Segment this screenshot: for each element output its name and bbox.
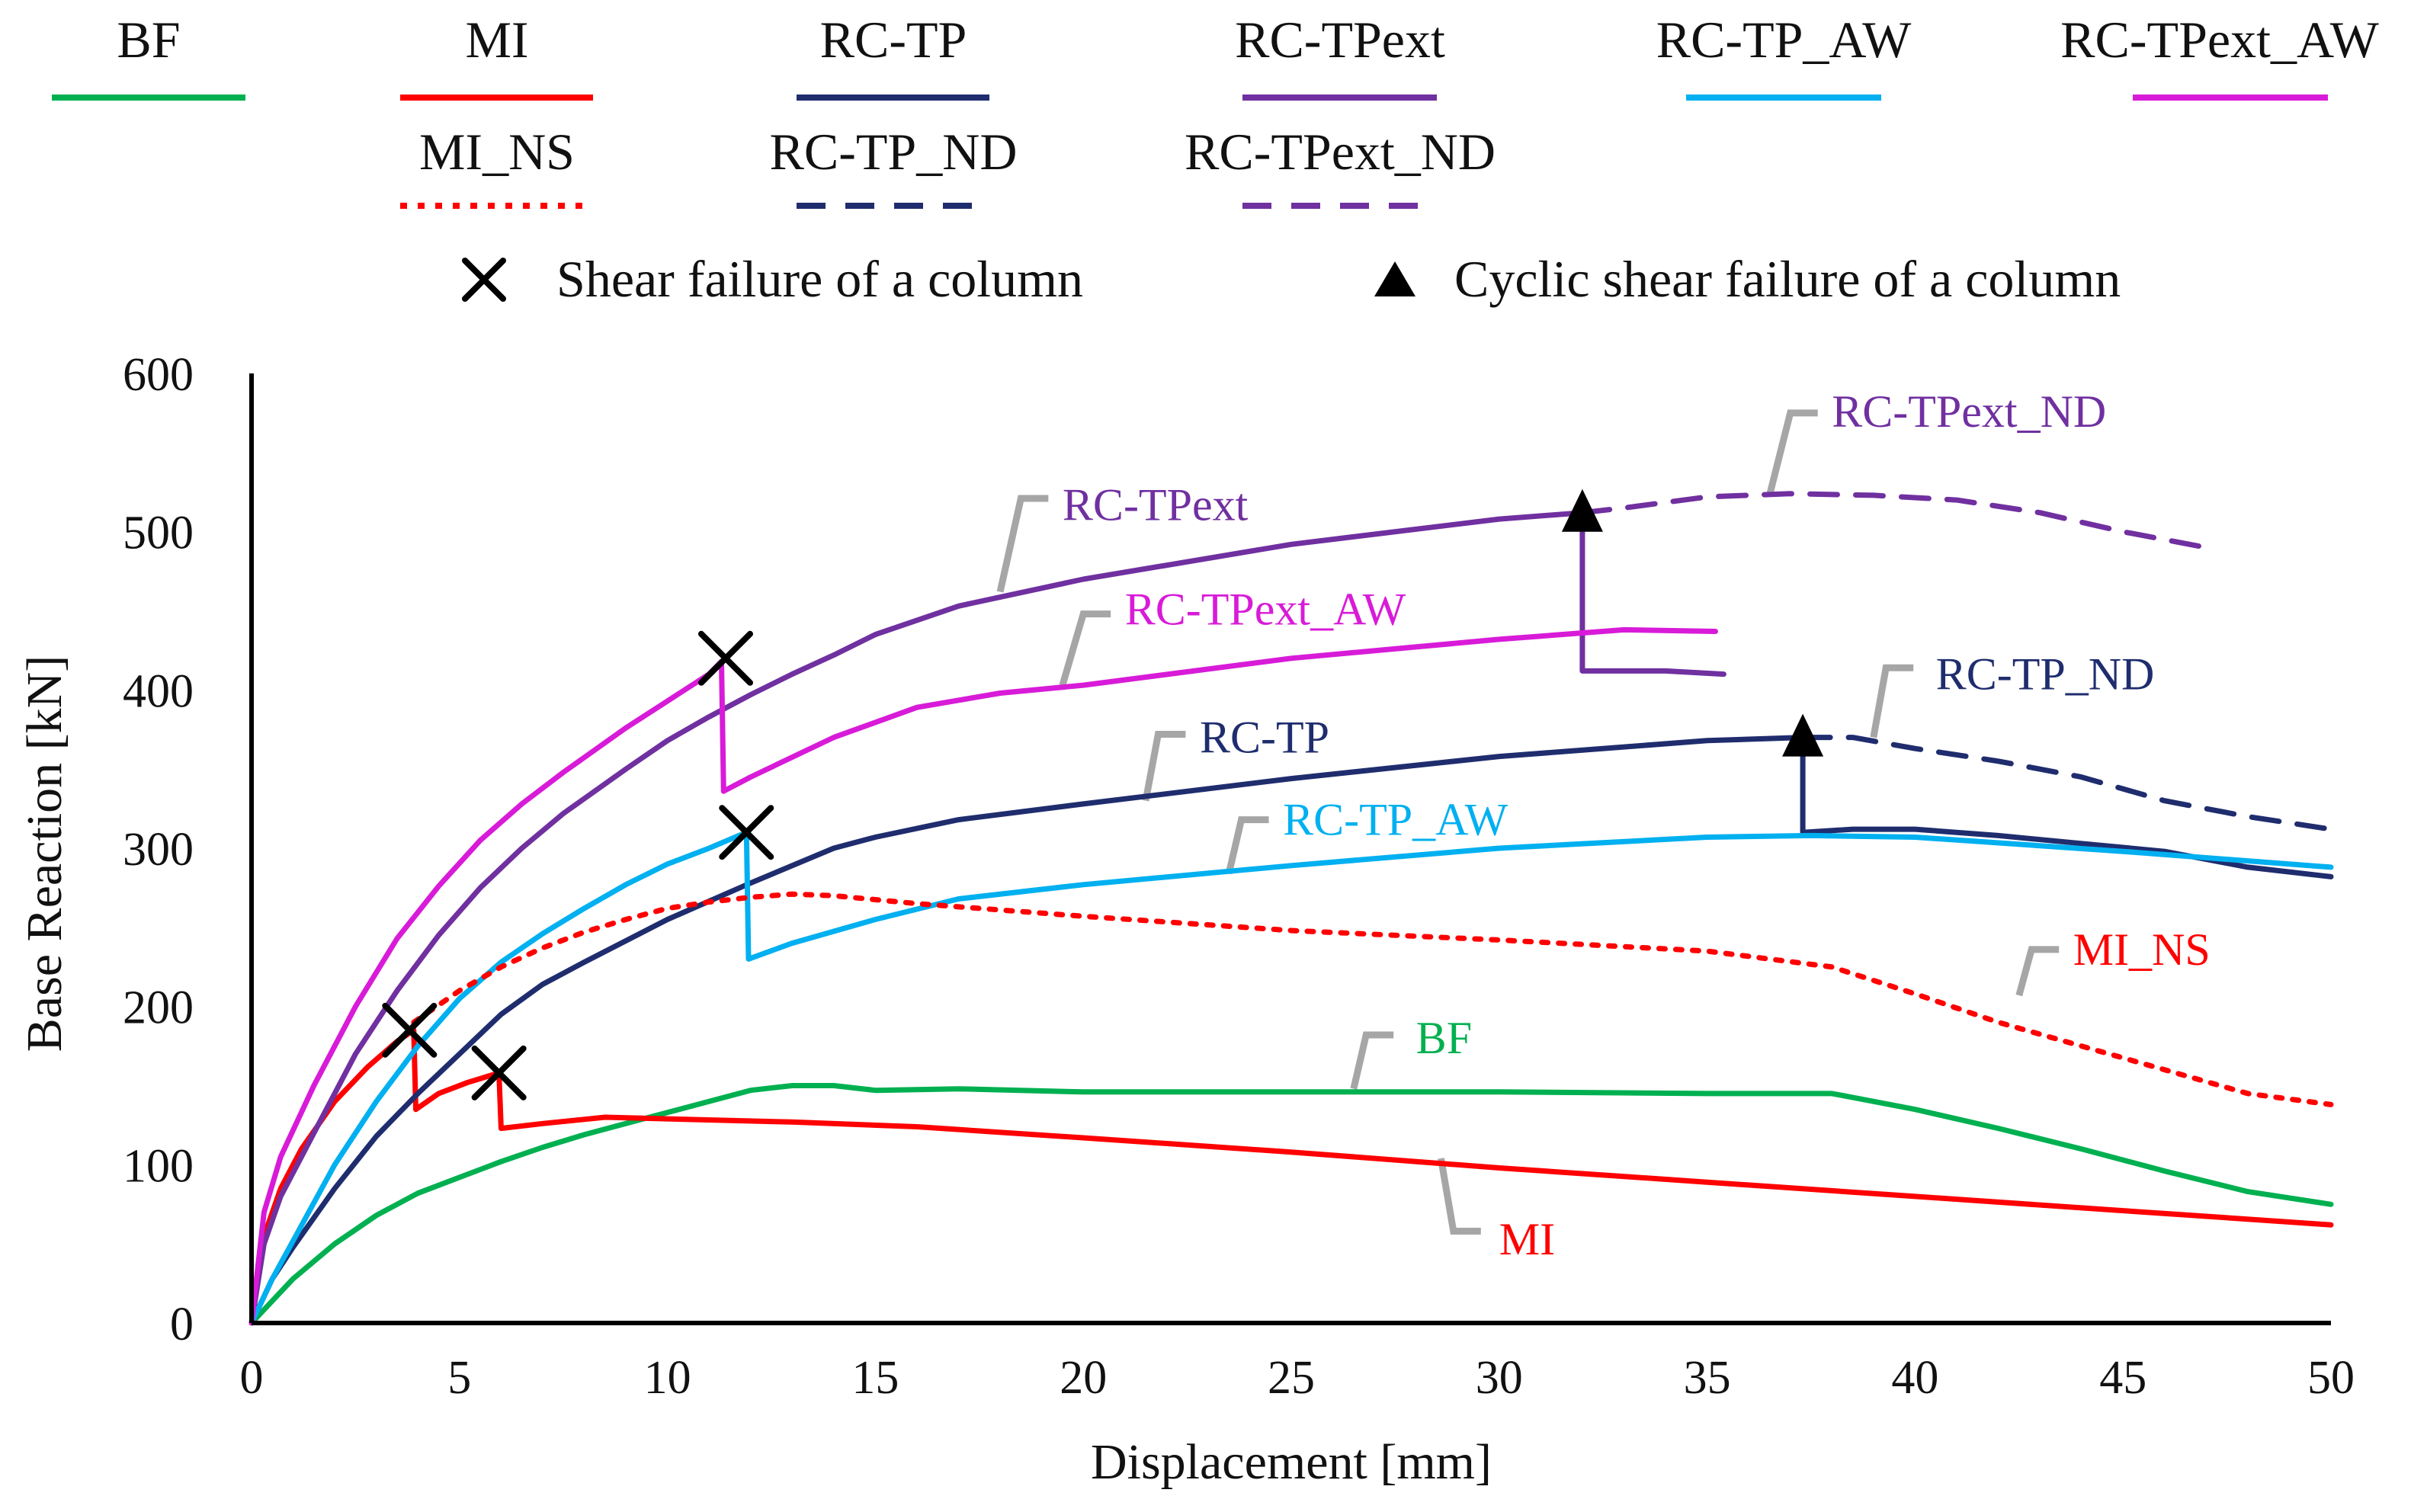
callout-rc-tp-aw: RC-TP_AW [1225,795,1508,875]
legend-label-mi: MI [465,11,528,69]
legend-label-rc-tpext: RC-TPext [1235,11,1445,69]
x-tick-label-35: 35 [1684,1352,1731,1404]
legend-item-mi: MI [400,11,593,101]
series-rc-tpext [248,510,1726,1326]
callout-rc-tp-nd: RC-TP_ND [1870,649,2155,738]
callout-label-mi: MI [1499,1214,1555,1264]
y-tick-label-200: 200 [123,982,194,1034]
x-tick-label-25: 25 [1268,1352,1315,1404]
series-bf [248,1083,2334,1326]
legend-label-bf: BF [117,11,180,69]
callouts: RC-TPext_ND RC-TPext RC-TPext_AW RC-TP_ND RC… [996,386,2211,1264]
x-tick-label-50: 50 [2307,1352,2355,1404]
callout-label-bf: BF [1416,1013,1472,1063]
y-tick-labels: 0 100 200 300 400 500 600 [123,349,194,1350]
callout-rc-tp: RC-TP [1142,713,1329,802]
callout-leader-rc-tp [1142,730,1186,802]
x-tick-label-15: 15 [851,1352,899,1404]
y-tick-label-600: 600 [123,349,194,401]
plot-area: RC-TPext_ND RC-TPext RC-TPext_AW RC-TP_ND RC… [17,349,2355,1490]
callout-leader-rc-tpext [996,495,1049,593]
y-axis-title: Base Reaction [kN] [17,655,72,1052]
x-tick-label-45: 45 [2099,1352,2146,1404]
callout-rc-tpext: RC-TPext [996,479,1249,593]
legend-label-rc-tp-aw: RC-TP_AW [1656,11,1912,69]
callout-rc-tpext-nd: RC-TPext_ND [1766,386,2106,497]
x-tick-label-30: 30 [1476,1352,1523,1404]
series-rc-tpext-aw [248,626,1718,1326]
x-tick-label-10: 10 [644,1352,691,1404]
x-tick-label-5: 5 [447,1352,471,1404]
cross-marker-icon [462,258,506,302]
legend-item-rc-tpext: RC-TPext [1235,11,1445,101]
legend-label-rc-tpext-aw: RC-TPext_AW [2060,11,2379,69]
series-rc-tp [248,735,2334,1326]
cyclic-failure-marker-6 [1782,713,1824,757]
legend-label-cyclic-shear-failure: Cyclic shear failure of a column [1454,250,2121,308]
x-tick-labels: 0 5 10 15 20 25 30 35 40 45 50 [240,1352,2355,1404]
x-axis-title: Displacement [mm] [1091,1434,1492,1490]
callout-mi: MI [1437,1158,1555,1264]
series-rc-tp-nd [1800,735,2334,832]
callout-leader-rc-tp-aw [1225,816,1269,875]
legend-marker-shear: Shear failure of a column [462,250,1083,308]
callout-label-rc-tpext-nd: RC-TPext_ND [1832,386,2106,437]
callout-leader-mi [1437,1158,1481,1235]
shear-failure-marker-2 [471,1045,527,1100]
y-tick-label-400: 400 [123,665,194,717]
callout-label-rc-tp-nd: RC-TP_ND [1936,649,2155,700]
series-rc-tpext-nd [1579,491,2209,550]
legend-item-bf: BF [52,11,245,101]
callout-leader-bf [1350,1031,1394,1090]
legend-item-rc-tpext-aw: RC-TPext_AW [2060,11,2380,101]
y-tick-label-0: 0 [170,1299,194,1350]
legend-item-rc-tp-aw: RC-TP_AW [1656,11,1912,101]
legend-item-mi-ns: MI_NS [400,123,593,209]
series-rc-tp-aw [248,829,2334,1326]
legend-item-rc-tpext-nd: RC-TPext_ND [1185,123,1496,209]
cyclic-failure-marker-5 [1561,489,1603,532]
legend-marker-cyclic: Cyclic shear failure of a column [1374,250,2121,308]
series-mi [248,1027,2334,1326]
y-tick-label-500: 500 [123,508,194,559]
series-layer [248,491,2334,1326]
shear-failure-marker-3 [697,630,753,686]
triangle-marker-icon [1374,261,1415,296]
failure-markers [382,489,1824,1100]
callout-leader-rc-tpext-nd [1766,409,1818,497]
callout-label-rc-tp-aw: RC-TP_AW [1283,795,1508,845]
callout-bf: BF [1350,1013,1472,1090]
callout-leader-rc-tp-nd [1870,664,1914,738]
x-tick-label-0: 0 [240,1352,264,1404]
callout-leader-mi-ns [2015,946,2060,997]
legend-label-rc-tp-nd: RC-TP_ND [770,123,1018,181]
legend-label-shear-failure: Shear failure of a column [556,250,1083,308]
legend-label-rc-tp: RC-TP [820,11,967,69]
y-tick-label-100: 100 [123,1140,194,1192]
callout-label-rc-tpext-aw: RC-TPext_AW [1125,584,1406,634]
callout-label-mi-ns: MI_NS [2073,924,2211,975]
callout-label-rc-tpext: RC-TPext [1063,479,1249,530]
y-tick-label-300: 300 [123,824,194,876]
x-tick-label-40: 40 [1891,1352,1938,1404]
callout-rc-tpext-aw: RC-TPext_AW [1059,584,1406,687]
legend-label-mi-ns: MI_NS [419,123,575,181]
x-tick-label-20: 20 [1060,1352,1107,1404]
legend-item-rc-tp: RC-TP [797,11,989,101]
shear-failure-marker-4 [719,805,774,860]
legend: BF MI RC-TP RC-TPext RC-TP_AW RC-TPext_A… [52,11,2380,308]
callout-leader-rc-tpext-aw [1059,610,1111,687]
legend-label-rc-tpext-nd: RC-TPext_ND [1185,123,1496,181]
callout-mi-ns: MI_NS [2015,924,2211,997]
legend-item-rc-tp-nd: RC-TP_ND [770,123,1018,209]
callout-label-rc-tp: RC-TP [1200,713,1329,763]
shear-failure-marker-1 [382,1002,438,1058]
